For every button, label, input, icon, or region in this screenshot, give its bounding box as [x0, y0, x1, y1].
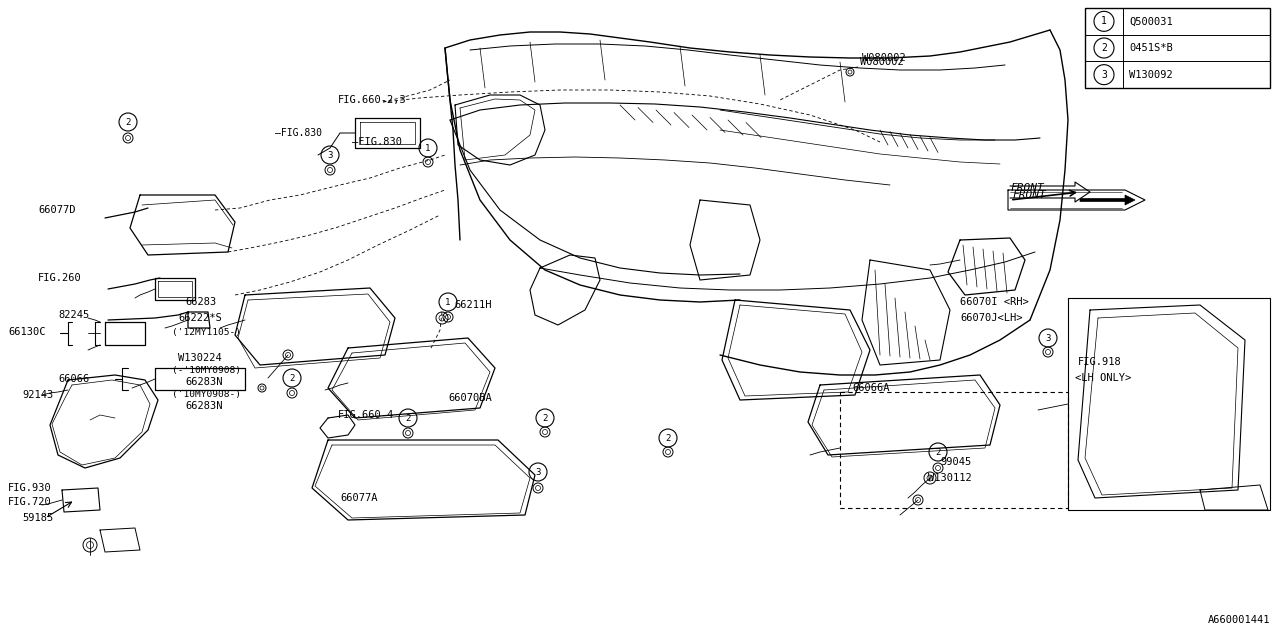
Text: 66070J<LH>: 66070J<LH> [960, 313, 1023, 323]
Text: 3: 3 [535, 467, 540, 477]
Text: A660001441: A660001441 [1207, 615, 1270, 625]
Text: FRONT: FRONT [1010, 183, 1043, 193]
Text: W130092: W130092 [1129, 70, 1172, 79]
Text: 2: 2 [289, 374, 294, 383]
Text: ('12MY1105-): ('12MY1105-) [172, 328, 241, 337]
Text: <LH ONLY>: <LH ONLY> [1075, 373, 1132, 383]
Text: 82245: 82245 [58, 310, 90, 320]
Text: 66130C: 66130C [8, 327, 46, 337]
Text: 99045: 99045 [940, 457, 972, 467]
Text: 66283N: 66283N [186, 401, 223, 411]
Text: FIG.918: FIG.918 [1078, 357, 1121, 367]
Text: 1: 1 [1101, 17, 1107, 26]
Text: W130224: W130224 [178, 353, 221, 363]
Text: 66211H: 66211H [454, 300, 492, 310]
Text: 66070I <RH>: 66070I <RH> [960, 297, 1029, 307]
Text: W130112: W130112 [928, 473, 972, 483]
Text: 92143: 92143 [22, 390, 54, 400]
Text: 66070BA: 66070BA [448, 393, 492, 403]
Text: 2: 2 [1101, 43, 1107, 53]
Text: 66283N: 66283N [186, 377, 223, 387]
Text: FIG.720: FIG.720 [8, 497, 51, 507]
Text: 66066A: 66066A [852, 383, 890, 393]
Text: 3: 3 [328, 150, 333, 159]
Text: 0451S*B: 0451S*B [1129, 43, 1172, 53]
Text: 66222*S: 66222*S [178, 313, 221, 323]
Bar [1085, 8, 1270, 88]
Text: FIG.930: FIG.930 [8, 483, 51, 493]
Text: FRONT: FRONT [1012, 190, 1046, 200]
Text: 66077A: 66077A [340, 493, 378, 503]
Text: —FIG.830: —FIG.830 [352, 137, 402, 147]
Text: W080002: W080002 [861, 53, 906, 63]
Text: W080002: W080002 [860, 57, 904, 67]
Text: Q500031: Q500031 [1129, 17, 1172, 26]
Text: 1: 1 [445, 298, 451, 307]
Text: —FIG.830: —FIG.830 [275, 128, 323, 138]
Text: 66077D: 66077D [38, 205, 76, 215]
Text: FIG.660-4: FIG.660-4 [338, 410, 394, 420]
Text: 59185: 59185 [22, 513, 54, 523]
Text: 2: 2 [125, 118, 131, 127]
Text: 3: 3 [1101, 70, 1107, 79]
Text: 2: 2 [406, 413, 411, 422]
Text: 2: 2 [936, 447, 941, 456]
Text: 66066: 66066 [58, 374, 90, 384]
Text: (-'10MY0908): (-'10MY0908) [172, 365, 241, 374]
Text: FIG.260: FIG.260 [38, 273, 82, 283]
Text: 2: 2 [543, 413, 548, 422]
Text: 2: 2 [666, 433, 671, 442]
Text: ('10MY0908-): ('10MY0908-) [172, 390, 241, 399]
Text: 3: 3 [1046, 333, 1051, 342]
Text: 1: 1 [425, 143, 430, 152]
FancyArrow shape [1080, 195, 1135, 205]
Text: 66283: 66283 [186, 297, 216, 307]
Text: FIG.660-2,3: FIG.660-2,3 [338, 95, 407, 105]
